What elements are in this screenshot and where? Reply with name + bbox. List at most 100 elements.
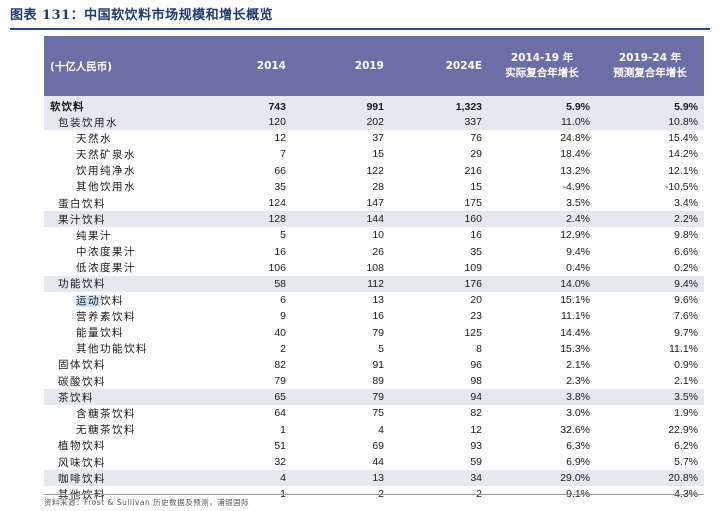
row-label: 咖啡饮料 (58, 472, 106, 485)
figure-title: 图表 131：中国软饮料市场规模和增长概览 (10, 8, 274, 23)
table-row: 营养素饮料 9 16 23 11.1% 7.6% (44, 308, 704, 324)
cagr-2019-24: 22.9% (668, 423, 698, 436)
header-2024e: 2024E (445, 60, 482, 72)
value-2024e: 35 (470, 245, 482, 258)
value-2014: 66 (274, 164, 286, 177)
cagr-2019-24: 5.7% (674, 456, 698, 469)
row-label-rest: 饮料 (100, 294, 124, 307)
table-row: 软饮料 743 991 1,323 5.9% 5.9% (44, 96, 704, 114)
value-2014: 64 (274, 407, 286, 420)
cagr-2019-24: 9.8% (674, 229, 698, 242)
value-2014: 51 (274, 439, 286, 452)
value-2024e: 337 (464, 116, 482, 129)
cagr-2019-24: 9.6% (674, 294, 698, 307)
value-2024e: 29 (470, 148, 482, 161)
row-label: 包装饮用水 (58, 116, 118, 129)
cagr-2019-24: 2.1% (674, 375, 698, 388)
value-2019: 144 (366, 213, 384, 226)
cagr-2014-19: 0.4% (566, 261, 590, 274)
cagr-2019-24: 14.2% (668, 148, 698, 161)
value-2014: 120 (268, 116, 286, 129)
table-row: 中浓度果汁 16 26 35 9.4% 6.6% (44, 244, 704, 260)
value-2014: 16 (274, 245, 286, 258)
cagr-2014-19: 3.5% (566, 197, 590, 210)
row-label: 碳酸饮料 (58, 375, 106, 388)
cagr-2019-24: 0.2% (674, 261, 698, 274)
value-2024e: 34 (470, 472, 482, 485)
value-2019: 13 (372, 472, 384, 485)
cagr-2014-19: 12.9% (560, 229, 590, 242)
value-2019: 202 (366, 116, 384, 129)
value-2024e: 20 (470, 294, 482, 307)
cagr-2014-19: 29.0% (560, 472, 590, 485)
row-label: 中浓度果汁 (76, 246, 136, 259)
cagr-2019-24: 2.2% (674, 213, 698, 226)
table-row: 低浓度果汁 106 108 109 0.4% 0.2% (44, 260, 704, 276)
table-row: 纯果汁 5 10 16 12.9% 9.8% (44, 227, 704, 243)
source-note: 资料来源：Frost & Sullivan 历史数据及预测，浦银国际 (44, 498, 250, 507)
value-2014: 1 (280, 423, 286, 436)
cagr-2019-24: 6.2% (674, 439, 698, 452)
table-row: 风味饮料 32 44 59 6.9% 5.7% (44, 454, 704, 470)
table-row: 植物饮料 51 69 93 6.3% 6.2% (44, 438, 704, 454)
table-row: 无糖茶饮料 1 4 12 32.6% 22.9% (44, 422, 704, 438)
value-2019: 122 (366, 164, 384, 177)
value-2024e: 8 (476, 342, 482, 355)
row-label: 其他饮用水 (76, 181, 136, 194)
row-label: 无糖茶饮料 (76, 424, 136, 437)
cagr-2014-19: 3.8% (566, 391, 590, 404)
row-label: 其他功能饮料 (76, 343, 148, 356)
cagr-2014-19: 15.3% (560, 342, 590, 355)
header-cagr-2019-24-line2: 预测复合年增长 (613, 67, 687, 79)
table-row: 运动饮料 6 13 20 15.1% 9.6% (44, 292, 704, 308)
value-2014: 6 (280, 294, 286, 307)
row-label: 茶饮料 (58, 391, 94, 404)
header-2014: 2014 (256, 60, 286, 72)
cagr-2014-19: 11.0% (561, 116, 590, 129)
cagr-2014-19: 5.9% (566, 100, 590, 113)
row-label: 运动饮料 (44, 292, 194, 308)
table-row: 蛋白饮料 124 147 175 3.5% 3.4% (44, 195, 704, 211)
value-2024e: 1,323 (455, 100, 482, 113)
value-2024e: 76 (470, 132, 482, 145)
value-2024e: 125 (464, 326, 482, 339)
value-2024e: 175 (464, 197, 482, 210)
row-label: 软饮料 (50, 101, 85, 113)
cagr-2014-19: 24.8% (560, 132, 590, 145)
cagr-2019-24: 20.8% (668, 472, 698, 485)
market-size-table: (十亿人民币) 2014 2019 2024E 2014-19 年 实际复合年增… (44, 36, 704, 503)
row-label: 天然水 (76, 132, 112, 145)
row-label: 植物饮料 (58, 440, 106, 453)
table-row: 碳酸饮料 79 89 98 2.3% 2.1% (44, 373, 704, 389)
bottom-rule (44, 494, 704, 495)
header-cagr-2014-19-line1: 2014-19 年 (510, 52, 574, 64)
cagr-2019-24: 6.6% (674, 245, 698, 258)
cagr-2014-19: 6.9% (566, 456, 590, 469)
value-2014: 35 (274, 180, 286, 193)
cagr-2014-19: 14.4% (560, 326, 590, 339)
cagr-2019-24: 3.4% (674, 197, 698, 210)
table-header-row: (十亿人民币) 2014 2019 2024E 2014-19 年 实际复合年增… (44, 36, 704, 96)
table-row: 咖啡饮料 4 13 34 29.0% 20.8% (44, 470, 704, 487)
row-label: 功能饮料 (58, 278, 106, 291)
value-2019: 112 (367, 277, 384, 290)
value-2019: 69 (372, 439, 384, 452)
value-2019: 79 (372, 326, 384, 339)
table-row: 包装饮用水 120 202 337 11.0% 10.8% (44, 114, 704, 131)
value-2024e: 94 (470, 391, 482, 404)
header-cagr-2019-24-line1: 2019-24 年 (618, 52, 682, 64)
table-row: 含糖茶饮料 64 75 82 3.0% 1.9% (44, 405, 704, 421)
row-label: 营养素饮料 (76, 310, 136, 323)
value-2019: 28 (372, 180, 384, 193)
value-2014: 40 (274, 326, 286, 339)
value-2019: 37 (372, 132, 384, 145)
value-2019: 89 (372, 375, 384, 388)
value-2014: 124 (268, 197, 286, 210)
value-2019: 10 (372, 229, 384, 242)
header-2019: 2019 (354, 60, 384, 72)
row-label: 蛋白饮料 (58, 197, 106, 210)
value-2024e: 82 (470, 407, 482, 420)
value-2024e: 96 (470, 358, 482, 371)
value-2024e: 98 (470, 375, 482, 388)
value-2019: 79 (372, 391, 384, 404)
